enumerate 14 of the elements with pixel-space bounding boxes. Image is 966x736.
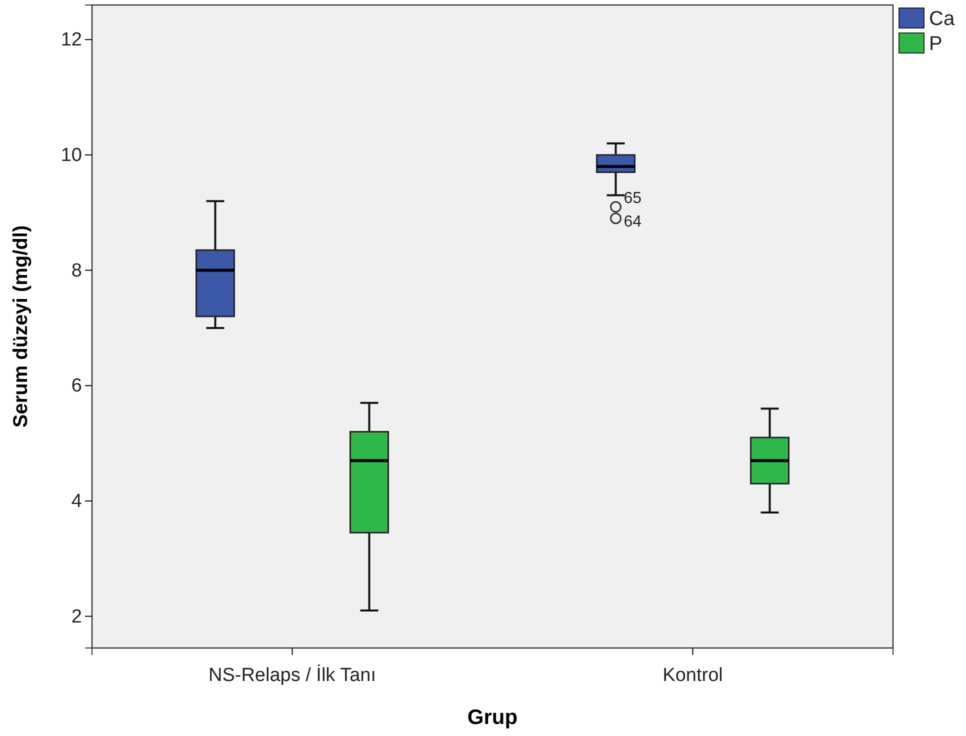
y-tick-label: 8 xyxy=(71,260,82,282)
y-tick-label: 10 xyxy=(60,145,82,166)
y-axis-title: Serum düzeyi (mg/dl) xyxy=(10,225,32,428)
x-axis-title: Grup xyxy=(467,706,518,729)
x-tick-label: Kontrol xyxy=(662,664,723,686)
x-tick-label: NS-Relaps / İlk Tanı xyxy=(208,664,376,686)
legend-label: Ca xyxy=(929,8,956,30)
legend-label: P xyxy=(929,33,942,55)
y-tick-label: 6 xyxy=(71,376,82,397)
y-tick-label: 4 xyxy=(71,491,82,512)
y-tick-label: 12 xyxy=(60,30,82,51)
annotation: 64 xyxy=(624,213,642,230)
annotation: 65 xyxy=(624,190,642,207)
y-tick-label: 2 xyxy=(71,606,82,628)
